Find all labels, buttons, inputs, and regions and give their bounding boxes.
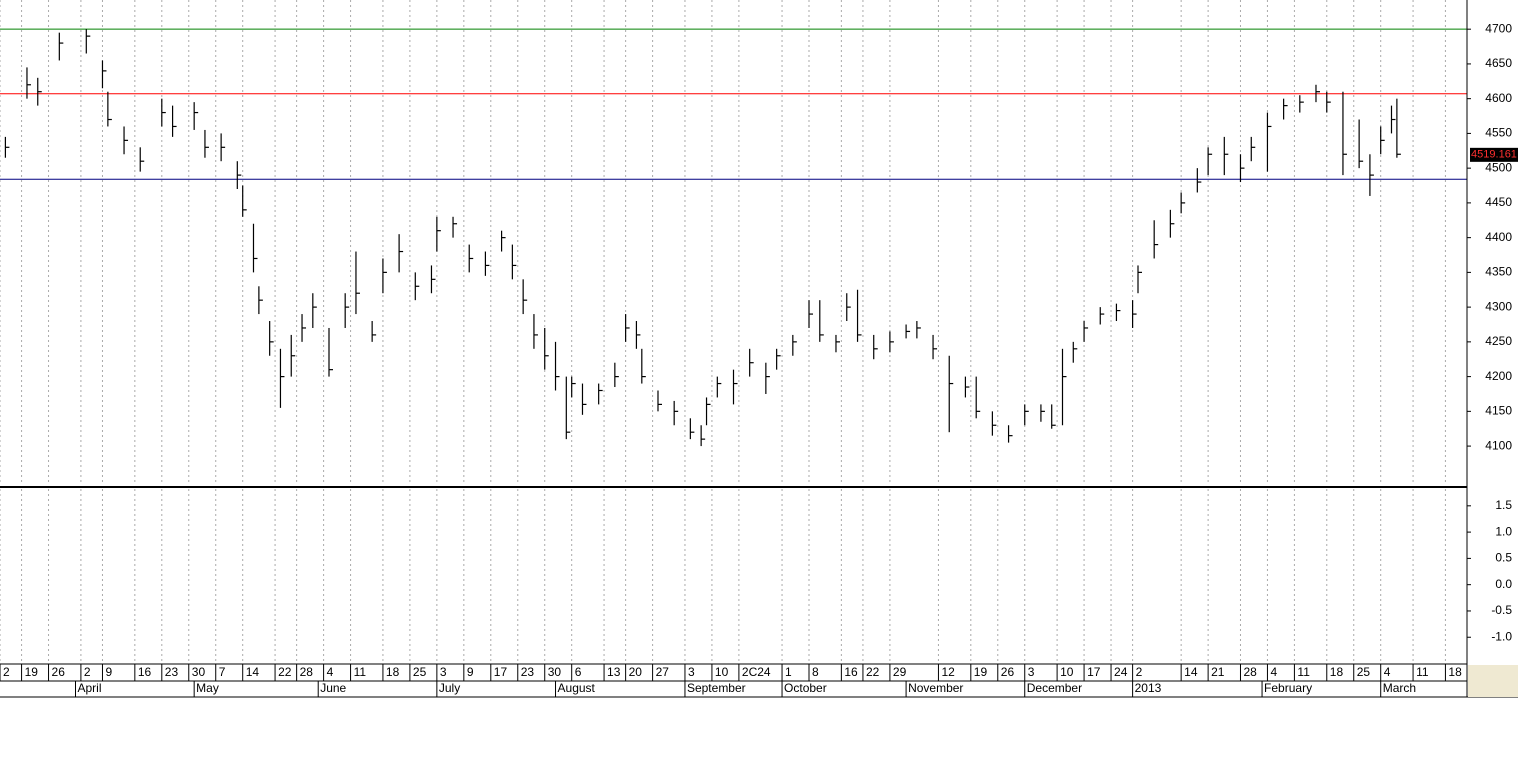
x-tick-label: 18 [1448, 665, 1462, 679]
month-label: June [320, 681, 346, 695]
x-tick-label: 12 [941, 665, 955, 679]
x-tick-label: 7 [219, 665, 226, 679]
last-price-label: 4519.161 [1471, 149, 1517, 161]
y-tick-label: 4150 [1485, 404, 1512, 418]
month-label: May [196, 681, 219, 695]
last-price-box [1470, 147, 1518, 162]
x-tick-label: 2 [3, 665, 10, 679]
x-tick-label: 11 [354, 665, 367, 679]
y-tick-label: 4100 [1485, 438, 1512, 452]
y-tick-label: 4550 [1485, 126, 1512, 140]
y-tick-label: 4400 [1485, 230, 1512, 244]
y-tick-label: 4500 [1485, 160, 1512, 174]
x-tick-label: 19 [974, 665, 988, 679]
x-tick-label: 28 [300, 665, 314, 679]
x-tick-label: 24 [1114, 665, 1128, 679]
y-tick-label: 4450 [1485, 195, 1512, 209]
x-tick-label: 30 [548, 665, 562, 679]
x-tick-label: 4 [1384, 665, 1391, 679]
x-tick-label: 26 [52, 665, 66, 679]
x-tick-label: 21 [1211, 665, 1225, 679]
x-tick-label: 22 [866, 665, 880, 679]
y-tick-label: 4200 [1485, 369, 1512, 383]
y-tick-label: 4350 [1485, 265, 1512, 279]
y-tick-label: 4700 [1485, 21, 1512, 35]
y-tick-label: 1.0 [1495, 524, 1512, 538]
x-tick-label: 1 [785, 665, 792, 679]
x-tick-label: 30 [192, 665, 206, 679]
month-label: April [78, 681, 102, 695]
corner-box [1468, 665, 1518, 697]
month-label: August [558, 681, 596, 695]
x-tick-label: 4 [327, 665, 334, 679]
x-tick-label: 23 [165, 665, 179, 679]
y-tick-label: 4650 [1485, 56, 1512, 70]
y-tick-label: 0.5 [1495, 551, 1512, 565]
x-tick-label: 2 [1136, 665, 1143, 679]
x-tick-label: 28 [1243, 665, 1257, 679]
x-tick-label: 26 [1001, 665, 1015, 679]
plot-layer: 4100 4150 4200 4250 4300 4350 4400 4450 4500 4550… [0, 0, 1518, 697]
x-tick-label: 14 [1184, 665, 1198, 679]
x-tick-label: 10 [715, 665, 729, 679]
y-tick-label: 1.5 [1495, 498, 1512, 512]
month-label: November [908, 681, 963, 695]
x-tick-label: 25 [1357, 665, 1371, 679]
x-tick-label: 23 [521, 665, 535, 679]
x-tick-label: 2 [84, 665, 91, 679]
x-tick-label: 27 [656, 665, 670, 679]
x-tick-label: 10 [1060, 665, 1074, 679]
x-tick-label: 3 [440, 665, 447, 679]
y-tick-label: -0.5 [1491, 603, 1512, 617]
month-label: March [1383, 681, 1416, 695]
x-tick-label: 2C24 [742, 665, 771, 679]
x-tick-label: 3 [1028, 665, 1035, 679]
x-tick-label: 17 [494, 665, 508, 679]
x-tick-label: 9 [467, 665, 474, 679]
x-tick-label: 18 [1330, 665, 1344, 679]
x-tick-label: 17 [1087, 665, 1101, 679]
x-tick-label: 16 [138, 665, 152, 679]
x-tick-label: 11 [1416, 665, 1429, 679]
y-tick-label: 0.0 [1495, 577, 1512, 591]
month-label: December [1027, 681, 1082, 695]
x-tick-label: 16 [844, 665, 858, 679]
month-label: July [439, 681, 460, 695]
month-label: September [687, 681, 746, 695]
x-tick-label: 29 [893, 665, 907, 679]
x-tick-label: 8 [812, 665, 819, 679]
x-tick-label: 19 [25, 665, 39, 679]
month-label: October [784, 681, 827, 695]
x-tick-label: 22 [278, 665, 292, 679]
x-tick-label: 13 [607, 665, 621, 679]
y-tick-label: 4300 [1485, 299, 1512, 313]
x-tick-label: 6 [575, 665, 582, 679]
month-label: 2013 [1135, 681, 1162, 695]
y-tick-label: -1.0 [1491, 629, 1512, 643]
x-tick-label: 4 [1270, 665, 1277, 679]
y-tick-label: 4250 [1485, 334, 1512, 348]
x-tick-label: 11 [1297, 665, 1310, 679]
x-tick-label: 3 [688, 665, 695, 679]
x-tick-label: 18 [386, 665, 400, 679]
x-tick-label: 14 [246, 665, 260, 679]
x-tick-label: 9 [105, 665, 112, 679]
month-label: February [1264, 681, 1312, 695]
x-tick-label: 25 [413, 665, 427, 679]
x-tick-label: 20 [629, 665, 643, 679]
y-tick-label: 4600 [1485, 91, 1512, 105]
